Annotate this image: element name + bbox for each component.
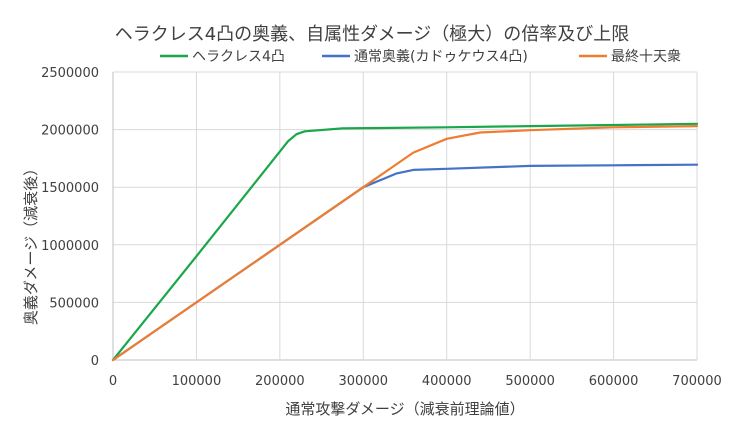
y-tick-label: 1500000	[41, 181, 99, 196]
x-tick-label: 200000	[255, 374, 305, 389]
x-axis-ticks: 0 100000 200000 300000 400000 500000 600000 700…	[109, 374, 722, 389]
x-tick-label: 500000	[505, 374, 555, 389]
chart-title: ヘラクレス4凸の奥義、自属性ダメージ（極大）の倍率及び上限	[115, 24, 630, 45]
y-axis-ticks: 0 500000 1000000 1500000 2000000 2500000	[41, 66, 99, 369]
series-line-3	[111, 124, 699, 362]
y-axis-title: 奥義ダメージ（減衰後）	[22, 161, 40, 325]
x-tick-label: 300000	[338, 374, 388, 389]
gridlines	[112, 71, 698, 361]
legend-label-3: 最終十天衆	[611, 49, 681, 65]
y-tick-label: 1000000	[41, 239, 99, 254]
legend-label-1: ヘラクレス4凸	[192, 49, 285, 65]
y-tick-label: 0	[91, 354, 99, 369]
series-line-1	[111, 122, 699, 362]
y-tick-label: 500000	[49, 296, 99, 311]
series-group	[111, 122, 699, 362]
series-line-2	[111, 163, 699, 362]
y-tick-label: 2000000	[41, 124, 99, 139]
legend: ヘラクレス4凸 通常奥義(カドゥケウス4凸) 最終十天衆	[160, 48, 681, 65]
x-axis-title: 通常攻撃ダメージ（減衰前理論値）	[285, 400, 524, 418]
x-tick-label: 700000	[672, 374, 722, 389]
x-tick-label: 600000	[589, 374, 639, 389]
x-tick-label: 0	[109, 374, 117, 389]
x-tick-label: 100000	[172, 374, 222, 389]
x-tick-label: 400000	[422, 374, 472, 389]
y-tick-label: 2500000	[41, 66, 99, 81]
legend-label-2: 通常奥義(カドゥケウス4凸)	[354, 48, 528, 65]
